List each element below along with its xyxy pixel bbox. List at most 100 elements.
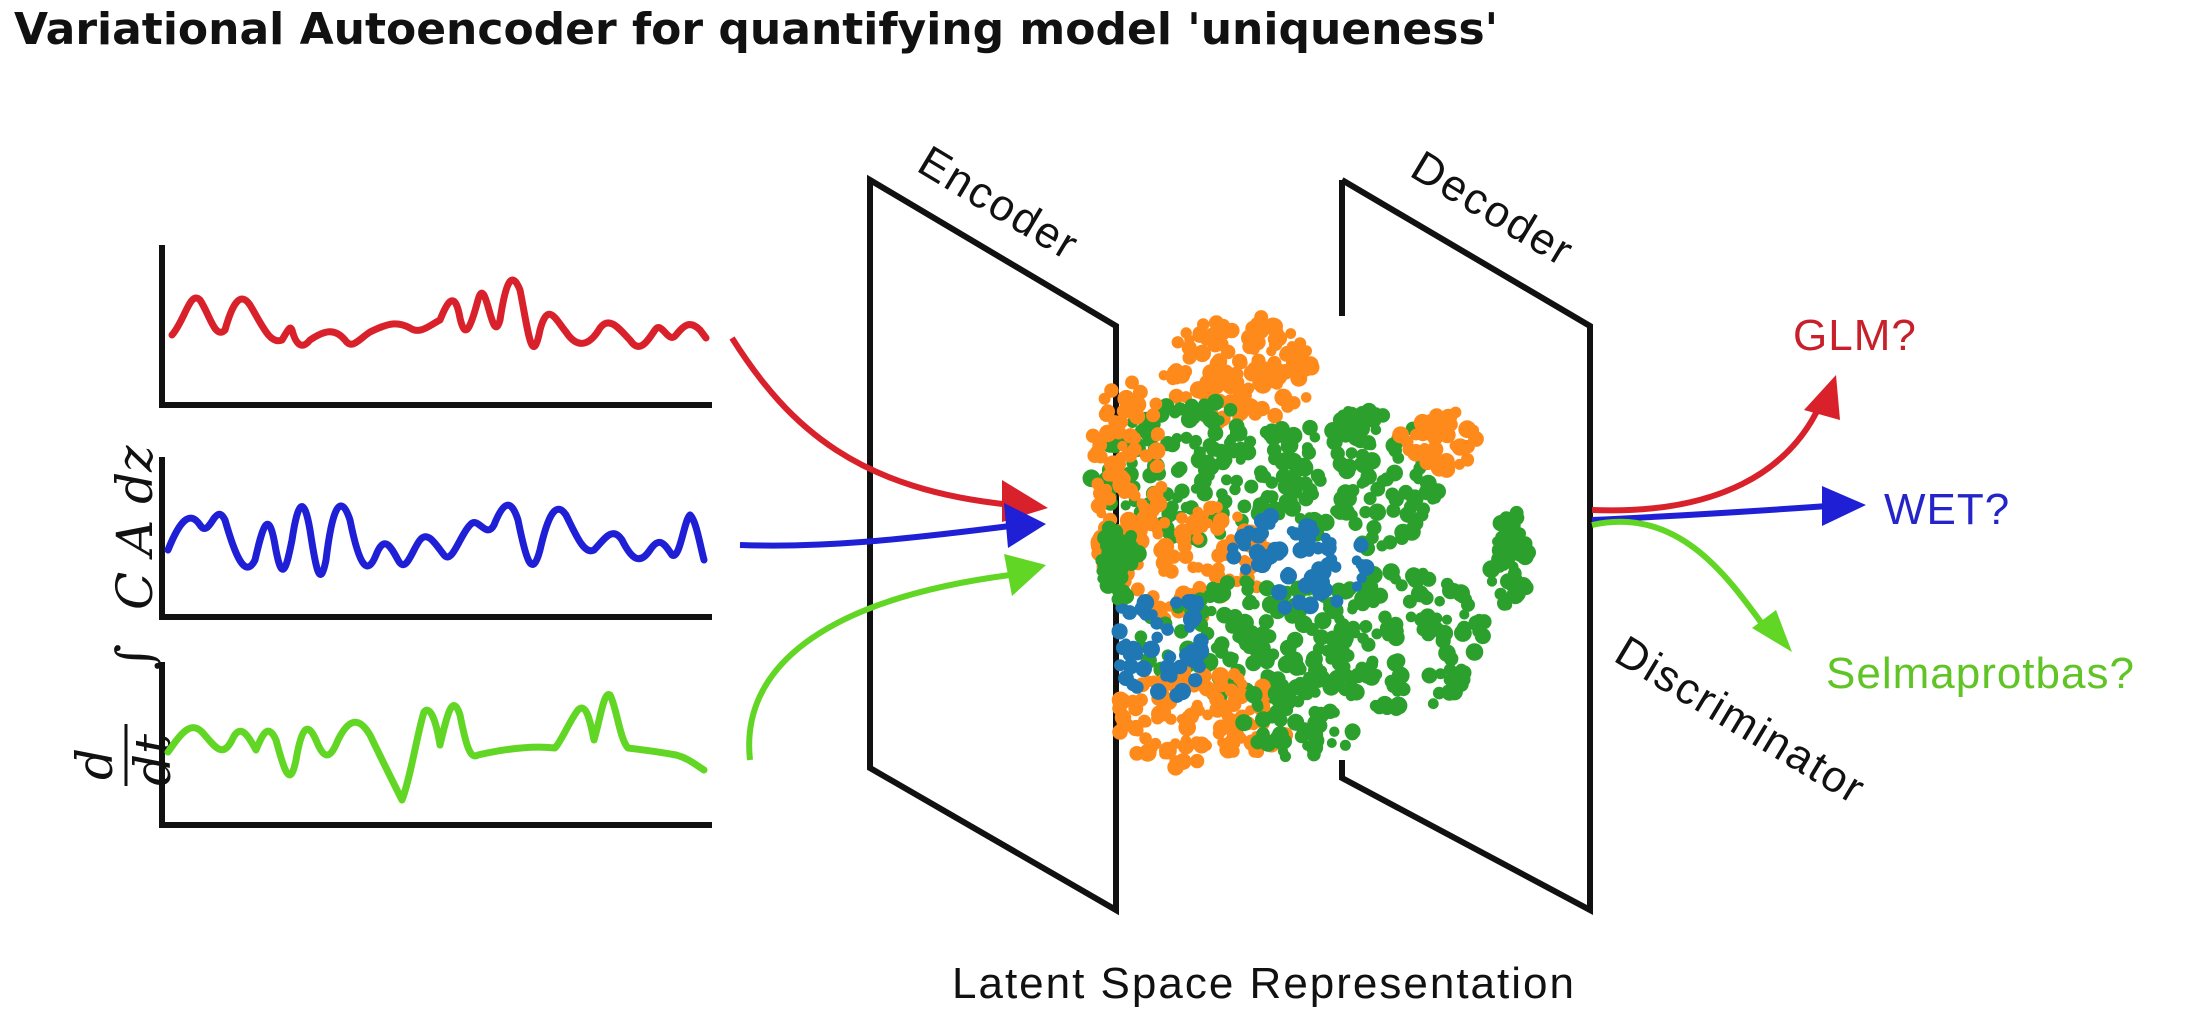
latent-point — [1207, 393, 1224, 411]
latent-point — [1363, 669, 1381, 686]
latent-point — [1176, 512, 1188, 524]
latent-point — [1283, 499, 1302, 517]
latent-point — [1419, 474, 1437, 492]
latent-point — [1151, 631, 1163, 644]
latent-point — [1096, 566, 1107, 577]
latent-point — [1289, 483, 1303, 497]
latent-point — [1368, 503, 1387, 521]
latent-point — [1513, 527, 1527, 540]
latent-point — [1173, 402, 1187, 416]
latent-point — [1340, 497, 1352, 509]
latent-point — [1272, 548, 1285, 561]
latent-point — [1300, 392, 1312, 403]
latent-point — [1312, 661, 1324, 672]
latent-point — [1171, 491, 1184, 504]
latent-point — [1337, 618, 1350, 630]
latent-point — [1223, 403, 1238, 417]
latent-point — [1129, 408, 1146, 425]
latent-space-label: Latent Space Representation — [952, 959, 1576, 1008]
latent-point — [1363, 492, 1377, 505]
latent-point — [1280, 567, 1297, 585]
latent-point — [1199, 332, 1214, 346]
latent-point — [1281, 684, 1298, 700]
latent-point — [1175, 531, 1192, 547]
latent-point — [1153, 541, 1171, 559]
equation-d: d — [66, 748, 124, 780]
latent-point — [1225, 439, 1237, 451]
latent-point — [1266, 318, 1283, 335]
latent-point — [1443, 673, 1456, 686]
latent-point — [1140, 716, 1152, 728]
latent-point — [1158, 517, 1171, 529]
latent-point — [1430, 492, 1441, 504]
latent-point — [1180, 431, 1193, 444]
latent-point — [1300, 686, 1314, 701]
latent-point — [1127, 442, 1142, 457]
latent-point — [1370, 424, 1382, 436]
latent-point — [1300, 345, 1312, 357]
latent-point — [1090, 498, 1107, 514]
latent-point — [1120, 500, 1131, 511]
latent-point — [1105, 550, 1118, 563]
latent-point — [1228, 652, 1239, 663]
latent-point — [1123, 658, 1139, 675]
latent-point — [1254, 465, 1268, 480]
latent-point — [1355, 559, 1367, 571]
latent-point — [1165, 500, 1179, 514]
latent-point — [1232, 511, 1243, 523]
latent-point — [1303, 545, 1315, 557]
latent-point — [1163, 650, 1177, 664]
latent-point — [1298, 598, 1310, 610]
latent-point — [1379, 620, 1397, 637]
latent-point — [1419, 453, 1436, 471]
latent-point — [1430, 612, 1443, 625]
latent-point — [1285, 651, 1304, 669]
latent-point — [1322, 678, 1340, 696]
latent-point — [1170, 596, 1183, 609]
latent-point — [1119, 511, 1138, 530]
latent-point — [1338, 682, 1353, 697]
green-plot-axes — [159, 662, 712, 828]
latent-point — [1330, 646, 1346, 663]
latent-point — [1509, 510, 1525, 526]
latent-point — [1340, 585, 1355, 599]
latent-point — [1326, 738, 1337, 748]
latent-point — [1316, 581, 1333, 598]
latent-point — [1386, 503, 1401, 518]
latent-point — [1244, 632, 1263, 651]
latent-point — [1402, 594, 1417, 609]
output-label-selmaprotbas: Selmaprotbas? — [1826, 649, 2135, 698]
latent-point — [1217, 338, 1229, 350]
glm-arrowhead — [1804, 375, 1840, 420]
latent-point — [1405, 611, 1417, 623]
latent-point — [1149, 397, 1163, 411]
latent-point — [1338, 461, 1356, 480]
latent-point — [1239, 575, 1253, 588]
latent-point — [1115, 452, 1127, 464]
latent-point — [1261, 595, 1280, 614]
latent-point — [1441, 684, 1458, 701]
latent-point — [1273, 713, 1288, 727]
blue-input-arrow — [739, 523, 1011, 549]
latent-point — [1265, 490, 1279, 504]
latent-point — [1395, 579, 1408, 592]
blue-signal — [164, 501, 708, 578]
latent-point — [1121, 718, 1135, 732]
latent-point — [1235, 714, 1253, 732]
latent-point — [1129, 489, 1141, 502]
latent-point — [1161, 623, 1174, 636]
latent-point — [1307, 747, 1321, 762]
latent-point — [1085, 428, 1101, 443]
latent-point — [1169, 738, 1181, 750]
latent-point — [1126, 678, 1140, 692]
latent-point — [1226, 729, 1242, 744]
latent-point — [1314, 612, 1332, 630]
glm-output-arrow — [1591, 403, 1823, 514]
latent-point — [1098, 392, 1111, 405]
latent-point — [1460, 453, 1475, 467]
latent-point — [1192, 533, 1204, 545]
latent-point — [1245, 655, 1262, 672]
latent-point — [1416, 502, 1431, 516]
latent-point — [1136, 594, 1155, 612]
latent-point — [1389, 696, 1408, 715]
